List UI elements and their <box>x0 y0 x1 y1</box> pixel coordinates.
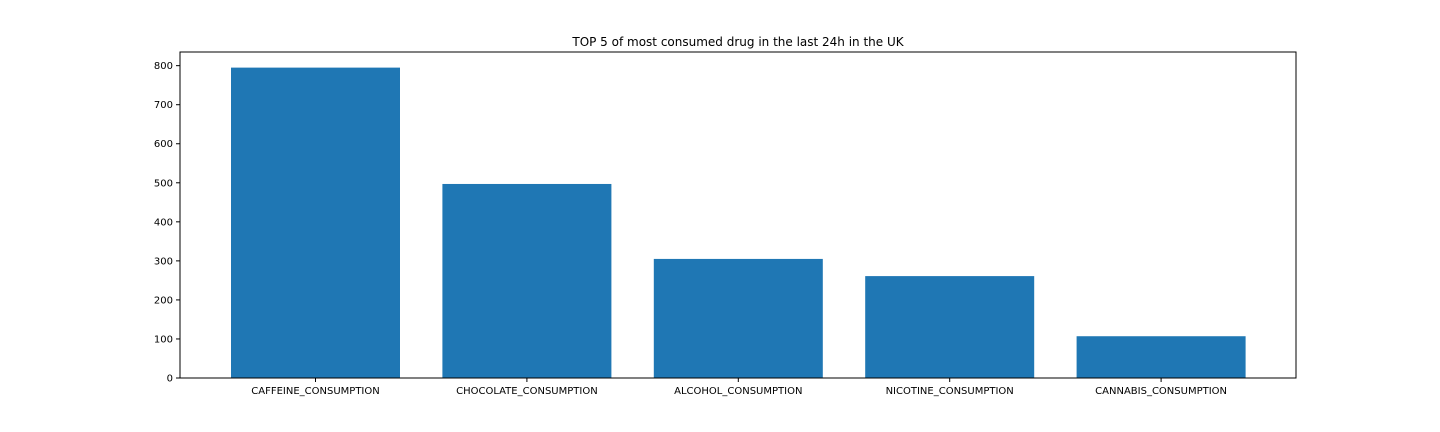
y-tick-label: 0 <box>167 374 173 385</box>
y-tick-label: 800 <box>154 61 173 72</box>
y-tick-label: 300 <box>154 256 173 267</box>
y-tick-label: 200 <box>154 295 173 306</box>
y-tick-label: 100 <box>154 334 173 345</box>
x-tick-label: CANNABIS_CONSUMPTION <box>1095 386 1227 397</box>
bar-chocolate-consumption <box>442 183 612 378</box>
y-axis: 0 100 200 300 400 500 600 700 800 <box>154 61 180 385</box>
x-tick-label: CAFFEINE_CONSUMPTION <box>251 386 379 397</box>
y-tick-label: 400 <box>154 217 173 228</box>
y-tick-label: 500 <box>154 178 173 189</box>
bar-alcohol-consumption <box>653 258 823 378</box>
bar-cannabis-consumption <box>1076 336 1246 378</box>
chart-title: TOP 5 of most consumed drug in the last … <box>571 35 904 49</box>
plot-frame <box>179 51 1297 379</box>
bars-group <box>231 67 1246 379</box>
y-tick-label: 600 <box>154 139 173 150</box>
bar-nicotine-consumption <box>865 276 1035 378</box>
y-tick-label: 700 <box>154 100 173 111</box>
x-tick-label: ALCOHOL_CONSUMPTION <box>674 386 802 397</box>
x-tick-label: NICOTINE_CONSUMPTION <box>886 386 1014 397</box>
x-tick-label: CHOCOLATE_CONSUMPTION <box>456 386 598 397</box>
bar-caffeine-consumption <box>231 67 400 379</box>
x-axis: CAFFEINE_CONSUMPTION CHOCOLATE_CONSUMPTIO… <box>251 378 1227 397</box>
